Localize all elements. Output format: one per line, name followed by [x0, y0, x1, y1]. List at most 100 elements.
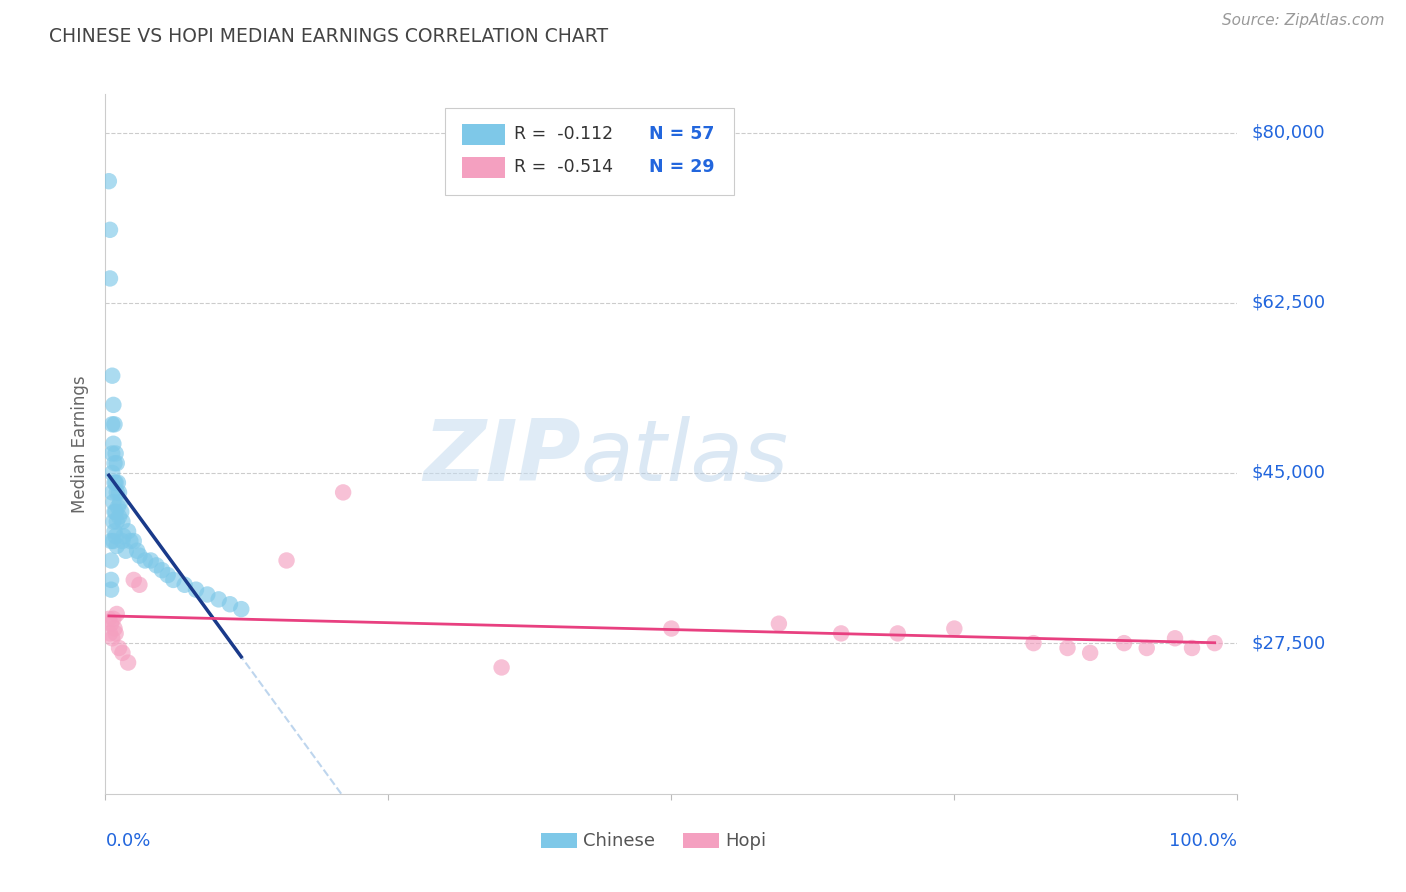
Point — [103, 436, 125, 450]
Point — [103, 515, 125, 529]
Point — [97, 612, 120, 626]
Point — [108, 509, 131, 524]
Point — [1022, 636, 1045, 650]
Point — [1056, 640, 1078, 655]
Point — [332, 485, 354, 500]
Point — [104, 529, 127, 543]
Point — [830, 626, 852, 640]
Point — [100, 573, 122, 587]
Point — [105, 539, 128, 553]
Point — [1204, 636, 1226, 650]
Point — [101, 466, 124, 480]
FancyBboxPatch shape — [444, 108, 734, 195]
Text: Chinese: Chinese — [583, 832, 655, 850]
Point — [103, 475, 125, 490]
Point — [104, 505, 127, 519]
FancyBboxPatch shape — [463, 157, 505, 178]
Point — [103, 417, 125, 432]
Point — [101, 632, 124, 646]
Y-axis label: Median Earnings: Median Earnings — [72, 375, 90, 513]
Point — [111, 515, 134, 529]
Point — [101, 446, 124, 460]
Point — [173, 578, 195, 592]
Point — [111, 534, 134, 549]
Point — [127, 543, 149, 558]
Point — [103, 622, 125, 636]
Text: R =  -0.112: R = -0.112 — [515, 125, 613, 144]
Point — [103, 534, 125, 549]
Point — [1114, 636, 1136, 650]
Point — [156, 568, 179, 582]
Point — [103, 495, 125, 509]
Point — [943, 622, 966, 636]
Text: 100.0%: 100.0% — [1170, 832, 1237, 850]
Point — [101, 417, 124, 432]
Point — [145, 558, 167, 573]
Point — [184, 582, 207, 597]
Point — [128, 578, 150, 592]
Text: N = 57: N = 57 — [648, 125, 714, 144]
Point — [139, 553, 162, 567]
Text: CHINESE VS HOPI MEDIAN EARNINGS CORRELATION CHART: CHINESE VS HOPI MEDIAN EARNINGS CORRELAT… — [49, 27, 609, 45]
Point — [117, 524, 139, 539]
Point — [768, 616, 790, 631]
Point — [117, 656, 139, 670]
Point — [105, 515, 128, 529]
Point — [100, 582, 122, 597]
Text: $45,000: $45,000 — [1251, 464, 1326, 482]
Text: ZIP: ZIP — [423, 417, 581, 500]
Point — [101, 368, 124, 383]
Point — [105, 607, 128, 621]
Point — [1181, 640, 1204, 655]
Point — [1078, 646, 1101, 660]
FancyBboxPatch shape — [541, 833, 578, 848]
Point — [103, 398, 125, 412]
Text: atlas: atlas — [581, 417, 789, 500]
Point — [134, 553, 156, 567]
Point — [108, 485, 131, 500]
Text: $27,500: $27,500 — [1251, 634, 1326, 652]
Point — [104, 475, 127, 490]
Point — [122, 573, 145, 587]
Text: $62,500: $62,500 — [1251, 293, 1326, 311]
Point — [128, 549, 150, 563]
Point — [107, 500, 129, 514]
Point — [103, 524, 125, 539]
Point — [661, 622, 683, 636]
Point — [98, 271, 121, 285]
Point — [98, 626, 121, 640]
Text: 0.0%: 0.0% — [105, 832, 150, 850]
Point — [276, 553, 298, 567]
Point — [208, 592, 231, 607]
Point — [1136, 640, 1159, 655]
Point — [104, 626, 127, 640]
Point — [110, 505, 132, 519]
Point — [114, 543, 136, 558]
Point — [105, 485, 128, 500]
Point — [219, 597, 242, 611]
Point — [112, 529, 135, 543]
FancyBboxPatch shape — [463, 124, 505, 145]
Point — [97, 174, 120, 188]
Point — [107, 475, 129, 490]
Point — [195, 587, 218, 601]
Text: $80,000: $80,000 — [1251, 124, 1324, 142]
Point — [122, 534, 145, 549]
Point — [120, 534, 142, 549]
Point — [231, 602, 253, 616]
Point — [150, 563, 173, 577]
Text: R =  -0.514: R = -0.514 — [515, 158, 613, 177]
Point — [108, 495, 131, 509]
Point — [491, 660, 513, 674]
Point — [162, 573, 184, 587]
Point — [104, 446, 127, 460]
Point — [111, 646, 134, 660]
Text: Source: ZipAtlas.com: Source: ZipAtlas.com — [1222, 13, 1385, 29]
Point — [103, 505, 125, 519]
Point — [108, 640, 131, 655]
Point — [100, 534, 122, 549]
Point — [100, 616, 122, 631]
Point — [103, 612, 125, 626]
Point — [1164, 632, 1187, 646]
Text: N = 29: N = 29 — [648, 158, 714, 177]
